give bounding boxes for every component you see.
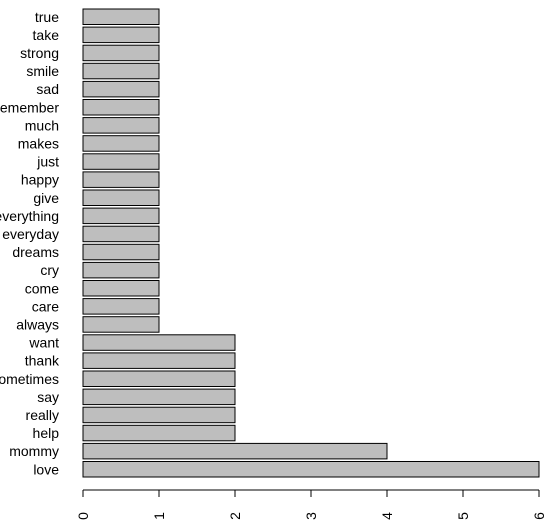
category-label: take bbox=[33, 27, 60, 43]
bar-just bbox=[82, 153, 160, 170]
bar-everyday bbox=[82, 225, 160, 243]
x-tick-label: 4 bbox=[379, 512, 395, 520]
bar-love bbox=[82, 461, 540, 478]
category-label: makes bbox=[18, 136, 59, 152]
category-label: always bbox=[16, 317, 59, 333]
bar-want bbox=[82, 334, 236, 351]
bar-help bbox=[82, 424, 236, 442]
bar-sad bbox=[82, 80, 160, 98]
category-label: say bbox=[37, 389, 59, 405]
category-label: help bbox=[33, 425, 60, 441]
x-tick-label: 6 bbox=[531, 512, 547, 520]
category-label: everything bbox=[0, 208, 59, 224]
category-label: care bbox=[32, 298, 59, 314]
bar-say bbox=[82, 388, 236, 406]
bar-much bbox=[82, 117, 160, 134]
category-label: true bbox=[35, 9, 59, 25]
bar-come bbox=[82, 280, 160, 297]
bar-thank bbox=[82, 352, 236, 369]
x-tick-label: 1 bbox=[151, 512, 167, 520]
category-label: strong bbox=[20, 45, 59, 61]
category-label: want bbox=[28, 335, 59, 351]
category-label: sometimes bbox=[0, 371, 59, 387]
bars-group bbox=[82, 8, 540, 478]
x-tick-label: 2 bbox=[227, 512, 243, 520]
category-labels-group: true take strong smile sad remember much makes j… bbox=[0, 9, 60, 477]
bar-really bbox=[82, 406, 236, 424]
bar-makes bbox=[82, 135, 160, 152]
bar-mommy bbox=[82, 442, 388, 460]
bar-happy bbox=[82, 171, 160, 188]
category-label: smile bbox=[26, 63, 59, 79]
bar-true bbox=[82, 8, 160, 25]
category-label: love bbox=[33, 461, 59, 477]
bar-remember bbox=[82, 99, 160, 116]
category-label: remember bbox=[0, 99, 59, 115]
category-label: come bbox=[25, 280, 59, 296]
bar-give bbox=[82, 189, 160, 206]
x-tick-label: 5 bbox=[455, 512, 471, 520]
category-label: everyday bbox=[2, 226, 59, 242]
category-label: dreams bbox=[12, 244, 59, 260]
bar-take bbox=[82, 26, 160, 44]
x-tick-label: 0 bbox=[75, 512, 91, 520]
x-tick-label: 3 bbox=[303, 512, 319, 520]
bar-strong bbox=[82, 44, 160, 62]
category-label: just bbox=[36, 154, 59, 170]
category-label: mommy bbox=[9, 443, 59, 459]
category-label: happy bbox=[21, 172, 59, 188]
category-label: give bbox=[33, 190, 59, 206]
bar-smile bbox=[82, 62, 160, 80]
category-label: sad bbox=[36, 81, 59, 97]
category-label: thank bbox=[25, 353, 60, 369]
bar-everything bbox=[82, 207, 160, 225]
bar-dreams bbox=[82, 243, 160, 261]
category-label: cry bbox=[40, 262, 59, 278]
x-axis: 0 1 2 3 4 5 6 bbox=[75, 489, 547, 520]
bar-cry bbox=[82, 261, 160, 279]
category-label: much bbox=[25, 117, 59, 133]
bar-care bbox=[82, 298, 160, 315]
bar-always bbox=[82, 316, 160, 333]
category-label: really bbox=[26, 407, 59, 423]
bar-sometimes bbox=[82, 370, 236, 387]
